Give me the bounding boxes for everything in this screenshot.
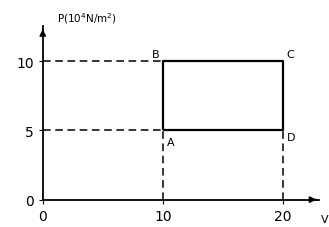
Text: D: D bbox=[287, 132, 295, 142]
Text: B: B bbox=[152, 50, 159, 60]
Text: P(10$^4$N/m$^2$): P(10$^4$N/m$^2$) bbox=[57, 11, 117, 26]
Text: A: A bbox=[166, 138, 174, 148]
Text: V(m$^3$): V(m$^3$) bbox=[320, 210, 329, 227]
Text: C: C bbox=[287, 50, 294, 60]
